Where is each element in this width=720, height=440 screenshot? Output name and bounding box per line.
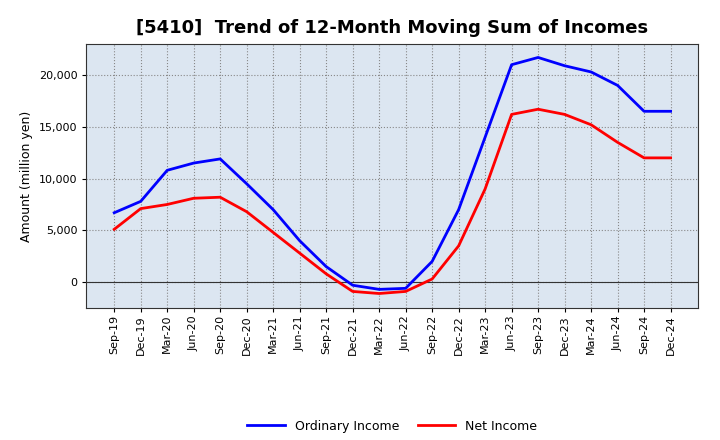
Ordinary Income — [375, 287, 384, 292]
Net Income — [428, 276, 436, 282]
Net Income — [295, 250, 304, 256]
Ordinary Income — [269, 207, 277, 212]
Net Income — [613, 140, 622, 145]
Ordinary Income — [136, 199, 145, 204]
Net Income — [375, 291, 384, 296]
Ordinary Income — [322, 264, 330, 269]
Ordinary Income — [560, 63, 569, 68]
Ordinary Income — [481, 135, 490, 140]
Ordinary Income — [428, 259, 436, 264]
Net Income — [481, 186, 490, 191]
Net Income — [560, 112, 569, 117]
Net Income — [216, 194, 225, 200]
Title: [5410]  Trend of 12-Month Moving Sum of Incomes: [5410] Trend of 12-Month Moving Sum of I… — [136, 19, 649, 37]
Net Income — [110, 227, 119, 232]
Ordinary Income — [216, 156, 225, 161]
Ordinary Income — [189, 161, 198, 166]
Ordinary Income — [613, 83, 622, 88]
Net Income — [508, 112, 516, 117]
Net Income — [666, 155, 675, 161]
Net Income — [322, 271, 330, 276]
Ordinary Income — [110, 210, 119, 216]
Net Income — [136, 206, 145, 211]
Net Income — [189, 196, 198, 201]
Ordinary Income — [640, 109, 649, 114]
Net Income — [640, 155, 649, 161]
Line: Net Income: Net Income — [114, 109, 670, 293]
Net Income — [587, 122, 595, 128]
Y-axis label: Amount (million yen): Amount (million yen) — [20, 110, 33, 242]
Ordinary Income — [666, 109, 675, 114]
Ordinary Income — [243, 181, 251, 187]
Ordinary Income — [163, 168, 171, 173]
Ordinary Income — [454, 207, 463, 212]
Ordinary Income — [587, 70, 595, 75]
Net Income — [243, 209, 251, 214]
Net Income — [534, 106, 542, 112]
Ordinary Income — [295, 238, 304, 243]
Net Income — [163, 202, 171, 207]
Net Income — [454, 243, 463, 249]
Net Income — [269, 230, 277, 235]
Ordinary Income — [401, 286, 410, 291]
Line: Ordinary Income: Ordinary Income — [114, 58, 670, 290]
Ordinary Income — [508, 62, 516, 67]
Net Income — [401, 289, 410, 294]
Net Income — [348, 289, 357, 294]
Ordinary Income — [348, 282, 357, 288]
Ordinary Income — [534, 55, 542, 60]
Legend: Ordinary Income, Net Income: Ordinary Income, Net Income — [243, 414, 542, 437]
